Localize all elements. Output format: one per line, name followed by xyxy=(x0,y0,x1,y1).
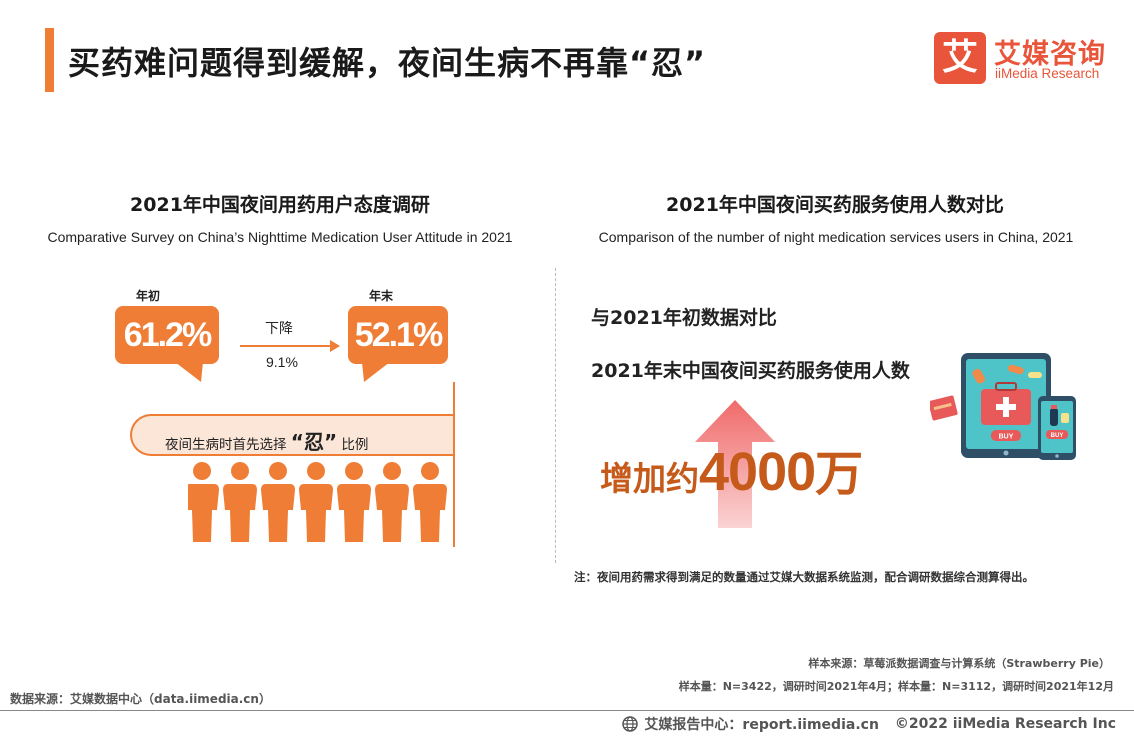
footer-divider xyxy=(0,710,1134,711)
pill-vertical-line xyxy=(453,382,455,547)
start-value-bubble: 61.2% xyxy=(115,306,219,382)
left-section-title: 2021年中国夜间用药用户态度调研 xyxy=(130,194,430,216)
right-section-subtitle: Comparison of the number of night medica… xyxy=(598,229,1074,245)
increase-unit: 万 xyxy=(815,446,864,502)
compare-line-2: 2021年末中国夜间买药服务使用人数 xyxy=(591,360,910,382)
start-bubble-shape xyxy=(115,306,219,382)
logo-cn-text: 艾媒咨询 xyxy=(994,39,1106,70)
change-arrow-line xyxy=(240,345,332,347)
change-value: 9.1% xyxy=(266,354,298,370)
person-icon xyxy=(261,462,295,542)
increase-number: 4000 xyxy=(699,442,816,502)
end-label: 年末 xyxy=(369,289,394,303)
data-source: 数据来源：艾媒数据中心（data.iimedia.cn） xyxy=(10,692,271,706)
change-label: 下降 xyxy=(265,321,293,337)
compare-line-1: 与2021年初数据对比 xyxy=(591,307,777,329)
increase-value: 增加约4000万 xyxy=(600,434,863,504)
pill-prefix: 夜间生病时首先选择 xyxy=(165,437,287,453)
ratio-pill xyxy=(130,414,453,456)
sample-source: 样本来源：草莓派数据调查与计算系统（Strawberry Pie） xyxy=(808,657,1110,670)
person-icon xyxy=(375,462,409,542)
copyright: ©2022 iiMedia Research Inc xyxy=(894,716,1116,732)
end-bubble-shape xyxy=(348,306,448,382)
people-icons xyxy=(188,460,448,545)
logo-mark: 艾 xyxy=(934,32,986,84)
note-text: 注：夜间用药需求得到满足的数量通过艾媒大数据系统监测，配合调研数据综合测算得出。 xyxy=(574,570,1034,584)
end-value-bubble: 52.1% xyxy=(348,306,448,382)
pill-strong: “忍” xyxy=(290,430,338,454)
people-icon-group xyxy=(188,462,447,542)
buy-label-2: BUY xyxy=(1051,433,1064,439)
up-arrow-icon xyxy=(695,400,775,528)
increase-prefix: 增加约 xyxy=(600,459,699,498)
change-arrow-head xyxy=(330,340,340,352)
title-accent-bar xyxy=(45,28,54,92)
ratio-pill-text: 夜间生病时首先选择 “忍” 比例 xyxy=(165,426,368,455)
report-center-link[interactable]: 艾媒报告中心：report.iimedia.cn xyxy=(644,717,879,733)
section-divider xyxy=(555,268,556,563)
start-label: 年初 xyxy=(136,289,161,303)
person-icon xyxy=(337,462,371,542)
person-icon xyxy=(188,462,219,542)
globe-icon xyxy=(622,716,639,732)
person-icon xyxy=(413,462,447,542)
buy-label-1: BUY xyxy=(999,434,1014,441)
pill-suffix: 比例 xyxy=(341,437,369,453)
left-section-subtitle: Comparative Survey on China’s Nighttime … xyxy=(47,229,513,245)
page-title: 买药难问题得到缓解，夜间生病不再靠“忍” xyxy=(68,44,707,82)
person-icon xyxy=(223,462,257,542)
right-section-title: 2021年中国夜间买药服务使用人数对比 xyxy=(666,194,1004,216)
phone-shopping-medicine-icon: BUY BUY xyxy=(930,353,1076,460)
end-value: 52.1% xyxy=(354,316,443,354)
iimedia-logo: 艾 艾媒咨询 iiMedia Research xyxy=(934,32,1114,88)
sample-size: 样本量：N=3422，调研时间2021年4月；样本量：N=3112，调研时间20… xyxy=(678,680,1114,693)
person-icon xyxy=(299,462,333,542)
logo-en-text: iiMedia Research xyxy=(995,66,1100,81)
footer: 艾媒报告中心：report.iimedia.cn ©2022 iiMedia R… xyxy=(622,714,1116,734)
start-value: 61.2% xyxy=(123,316,212,354)
